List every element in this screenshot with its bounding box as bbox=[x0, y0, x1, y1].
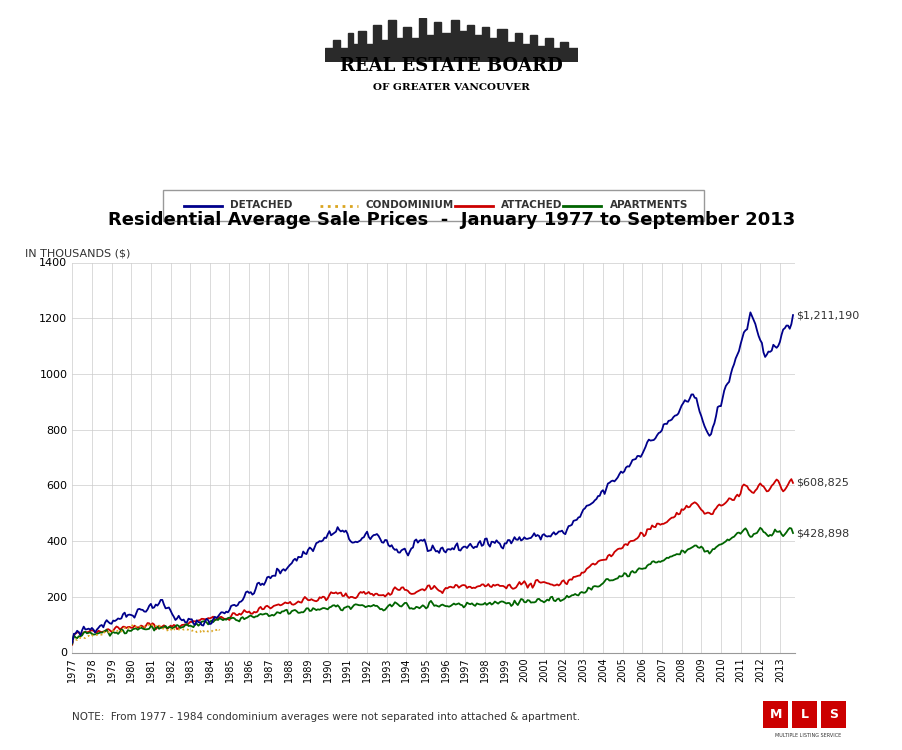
Text: S: S bbox=[828, 708, 837, 721]
Text: OF GREATER VANCOUVER: OF GREATER VANCOUVER bbox=[373, 82, 529, 92]
Text: REAL ESTATE BOARD: REAL ESTATE BOARD bbox=[340, 57, 562, 75]
Text: $428,898: $428,898 bbox=[796, 528, 849, 538]
Text: NOTE:  From 1977 - 1984 condominium averages were not separated into attached & : NOTE: From 1977 - 1984 condominium avera… bbox=[72, 712, 580, 722]
Text: IN THOUSANDS ($): IN THOUSANDS ($) bbox=[25, 248, 131, 259]
Text: $1,211,190: $1,211,190 bbox=[796, 310, 859, 320]
Text: APARTMENTS: APARTMENTS bbox=[609, 200, 687, 211]
Polygon shape bbox=[325, 18, 577, 62]
Bar bbox=[820, 701, 845, 727]
FancyBboxPatch shape bbox=[162, 190, 704, 221]
Text: $608,825: $608,825 bbox=[796, 478, 849, 488]
Text: Residential Average Sale Prices  -  January 1977 to September 2013: Residential Average Sale Prices - Januar… bbox=[107, 211, 795, 229]
Text: MULTIPLE LISTING SERVICE: MULTIPLE LISTING SERVICE bbox=[774, 733, 841, 738]
Text: ATTACHED: ATTACHED bbox=[501, 200, 562, 211]
Text: DETACHED: DETACHED bbox=[230, 200, 292, 211]
Text: M: M bbox=[769, 708, 781, 721]
Text: L: L bbox=[800, 708, 807, 721]
Bar bbox=[791, 701, 816, 727]
Bar bbox=[762, 701, 787, 727]
Text: CONDOMINIUM: CONDOMINIUM bbox=[365, 200, 454, 211]
